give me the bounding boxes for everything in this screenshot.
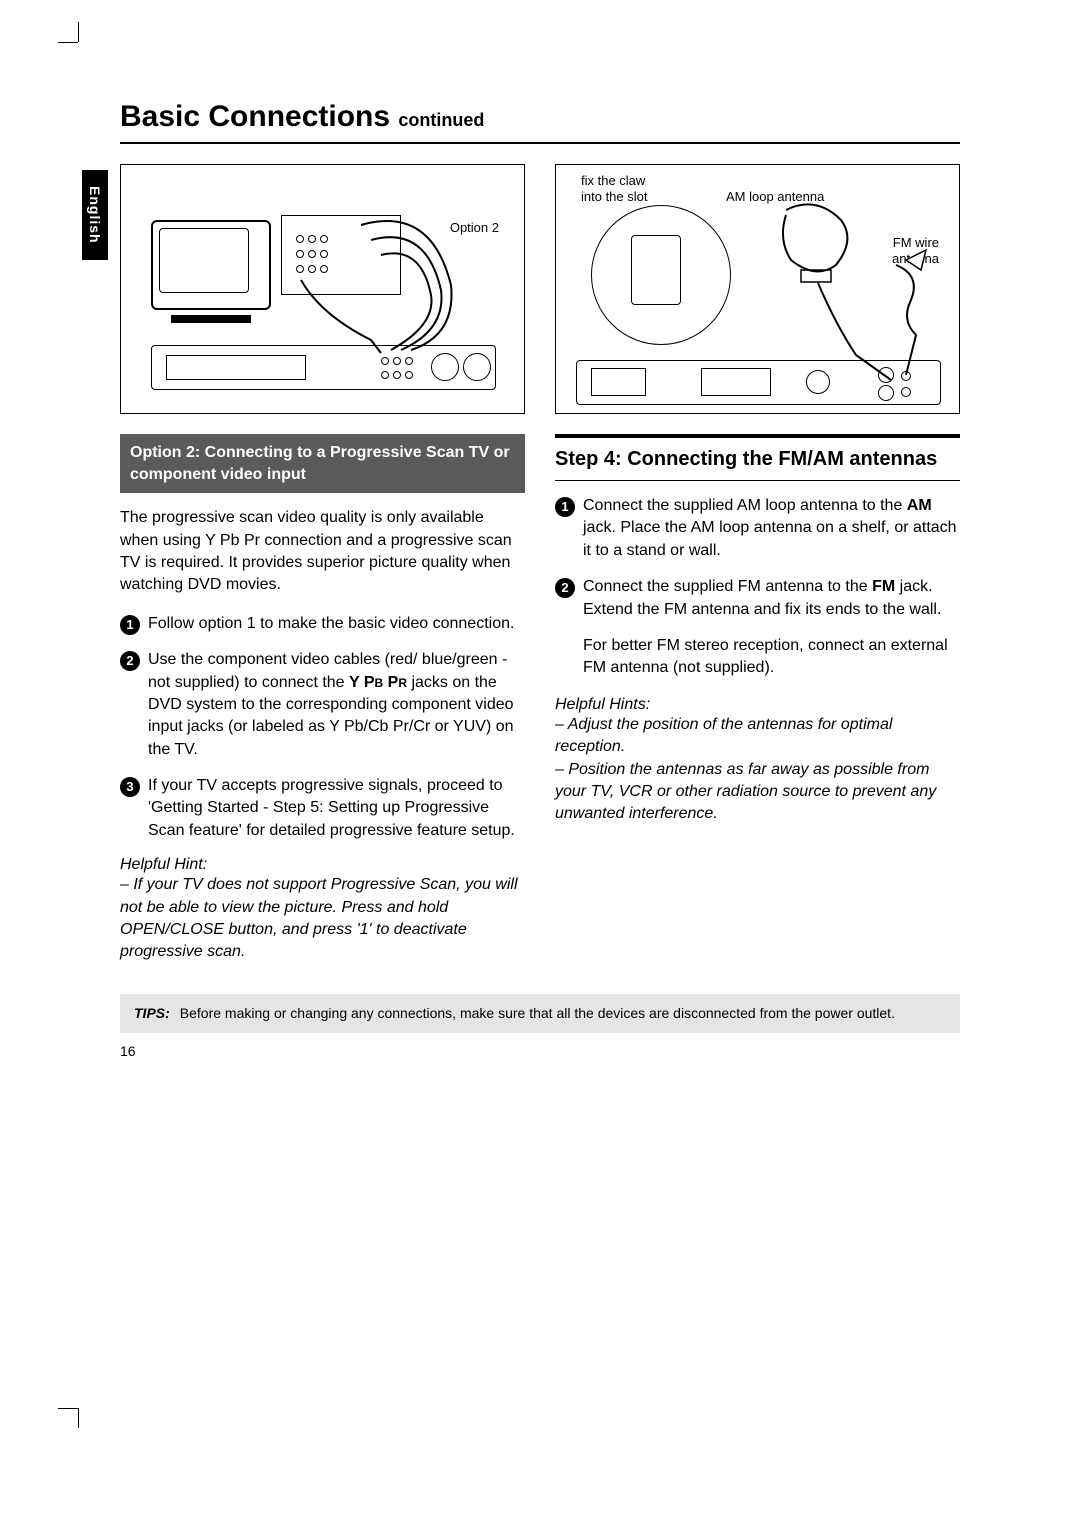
page-number: 16 <box>120 1043 960 1059</box>
hint-title: Helpful Hint: <box>120 856 525 874</box>
step-heading: Step 4: Connecting the FM/AM antennas <box>555 444 960 474</box>
title-main: Basic Connections <box>120 100 390 133</box>
language-tab: English <box>82 170 108 260</box>
step-badge: 1 <box>555 497 575 517</box>
title-suffix: continued <box>398 110 484 130</box>
columns: Option 2 <box>120 164 960 964</box>
list-item: 3 If your TV accepts progressive signals… <box>120 775 525 842</box>
hint-title-right: Helpful Hints: <box>555 696 960 714</box>
step-text: Follow option 1 to make the basic video … <box>148 613 525 635</box>
title-rule <box>120 142 960 144</box>
step-badge: 3 <box>120 777 140 797</box>
tips-box: TIPS: Before making or changing any conn… <box>120 994 960 1034</box>
intro-text: The progressive scan video quality is on… <box>120 507 525 597</box>
diagram-right: fix the claw into the slot AM loop anten… <box>555 164 960 414</box>
list-item: 2 Use the component video cables (red/ b… <box>120 649 525 761</box>
right-column: fix the claw into the slot AM loop anten… <box>555 164 960 964</box>
step-text: Use the component video cables (red/ blu… <box>148 649 525 761</box>
page-content: Basic Connections continued Option 2 <box>120 100 960 1059</box>
right-steps: 1 Connect the supplied AM loop antenna t… <box>555 495 960 621</box>
hint-right-1: – Adjust the position of the antennas fo… <box>555 714 960 759</box>
hint-text: – If your TV does not support Progressiv… <box>120 874 525 964</box>
diagram-left: Option 2 <box>120 164 525 414</box>
list-item: 1 Connect the supplied AM loop antenna t… <box>555 495 960 562</box>
list-item: 1 Follow option 1 to make the basic vide… <box>120 613 525 635</box>
page-title: Basic Connections continued <box>120 100 960 134</box>
step-text: Connect the supplied AM loop antenna to … <box>583 495 960 562</box>
step-badge: 1 <box>120 615 140 635</box>
tips-label: TIPS: <box>134 1004 170 1024</box>
step-heading-wrap: Step 4: Connecting the FM/AM antennas <box>555 434 960 481</box>
left-steps: 1 Follow option 1 to make the basic vide… <box>120 613 525 843</box>
list-item: 2 Connect the supplied FM antenna to the… <box>555 576 960 621</box>
step-text: Connect the supplied FM antenna to the F… <box>583 576 960 621</box>
option-header: Option 2: Connecting to a Progressive Sc… <box>120 434 525 493</box>
step-text: If your TV accepts progressive signals, … <box>148 775 525 842</box>
step-badge: 2 <box>555 578 575 598</box>
language-tab-text: English <box>87 186 103 244</box>
extra-text: For better FM stereo reception, connect … <box>583 635 960 680</box>
left-column: Option 2 <box>120 164 525 964</box>
step-badge: 2 <box>120 651 140 671</box>
tips-text: Before making or changing any connection… <box>180 1004 895 1024</box>
hint-right-2: – Position the antennas as far away as p… <box>555 759 960 826</box>
